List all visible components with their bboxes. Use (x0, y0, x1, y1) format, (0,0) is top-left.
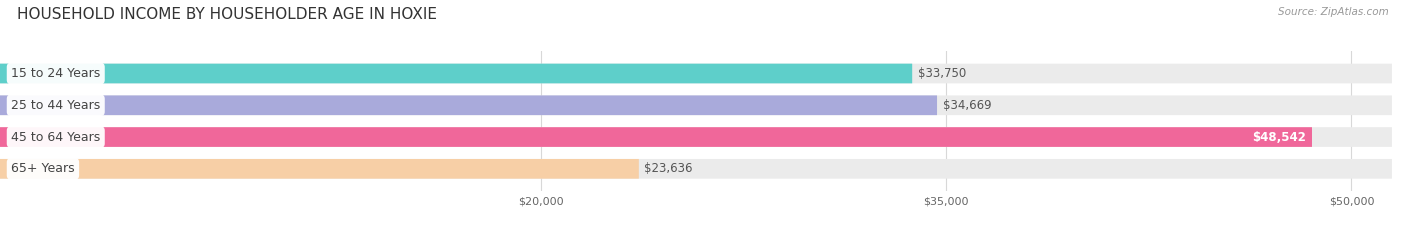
FancyBboxPatch shape (0, 159, 638, 179)
Text: $33,750: $33,750 (918, 67, 966, 80)
Text: $34,669: $34,669 (942, 99, 991, 112)
FancyBboxPatch shape (0, 96, 936, 115)
FancyBboxPatch shape (0, 159, 1392, 179)
Text: 25 to 44 Years: 25 to 44 Years (11, 99, 100, 112)
Text: HOUSEHOLD INCOME BY HOUSEHOLDER AGE IN HOXIE: HOUSEHOLD INCOME BY HOUSEHOLDER AGE IN H… (17, 7, 437, 22)
FancyBboxPatch shape (0, 64, 1392, 83)
Text: $23,636: $23,636 (644, 162, 693, 175)
FancyBboxPatch shape (0, 96, 1392, 115)
Text: 45 to 64 Years: 45 to 64 Years (11, 130, 100, 144)
Text: 65+ Years: 65+ Years (11, 162, 75, 175)
Text: Source: ZipAtlas.com: Source: ZipAtlas.com (1278, 7, 1389, 17)
FancyBboxPatch shape (0, 127, 1312, 147)
FancyBboxPatch shape (0, 127, 1392, 147)
Text: $48,542: $48,542 (1253, 130, 1306, 144)
FancyBboxPatch shape (0, 64, 912, 83)
Text: 15 to 24 Years: 15 to 24 Years (11, 67, 100, 80)
